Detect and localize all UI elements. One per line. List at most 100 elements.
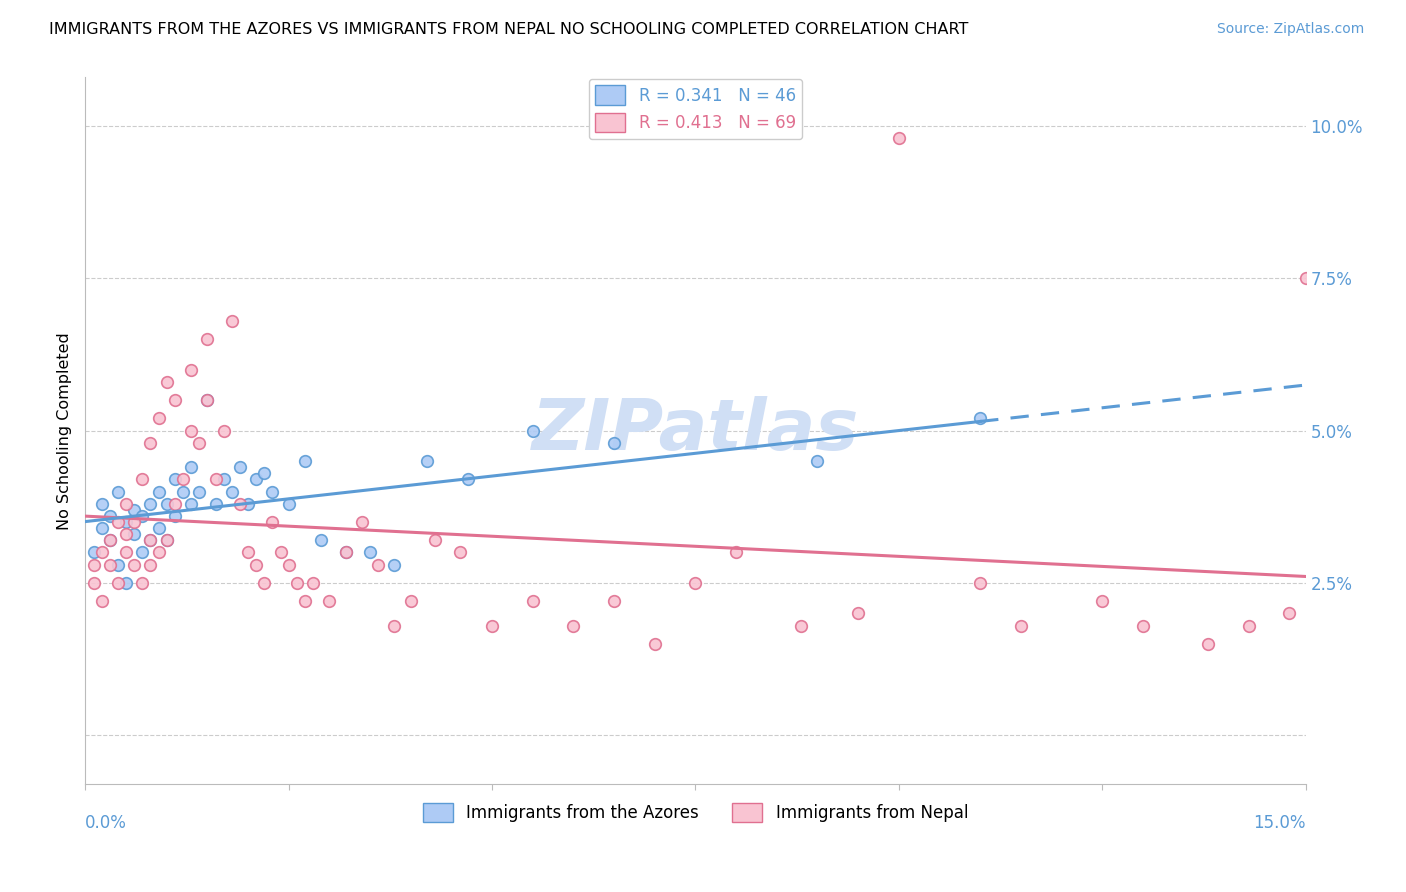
Point [685, 575, 707, 590]
Point [277, 497, 299, 511]
Point [115, 575, 138, 590]
Point [277, 558, 299, 572]
Point [90, 521, 112, 535]
Point [1010, 618, 1032, 632]
Point [148, 411, 170, 425]
Point [969, 411, 991, 425]
Point [180, 424, 202, 438]
Text: Source: ZipAtlas.com: Source: ZipAtlas.com [1216, 22, 1364, 37]
Point [163, 393, 186, 408]
Point [212, 472, 235, 486]
Point [90, 594, 112, 608]
Point [262, 515, 284, 529]
Point [139, 435, 162, 450]
Point [139, 558, 162, 572]
Point [399, 594, 422, 608]
Point [156, 533, 179, 548]
Text: IMMIGRANTS FROM THE AZORES VS IMMIGRANTS FROM NEPAL NO SCHOOLING COMPLETED CORRE: IMMIGRANTS FROM THE AZORES VS IMMIGRANTS… [49, 22, 969, 37]
Point [148, 521, 170, 535]
Point [309, 533, 332, 548]
Point [846, 607, 869, 621]
Point [98, 533, 121, 548]
Point [131, 545, 153, 559]
Point [522, 424, 544, 438]
Point [384, 558, 406, 572]
Point [90, 545, 112, 559]
Legend: Immigrants from the Azores, Immigrants from Nepal: Immigrants from the Azores, Immigrants f… [416, 796, 974, 829]
Point [139, 497, 162, 511]
Point [180, 363, 202, 377]
Point [163, 497, 186, 511]
Point [131, 508, 153, 523]
Point [115, 497, 138, 511]
Y-axis label: No Schooling Completed: No Schooling Completed [58, 332, 72, 530]
Point [148, 545, 170, 559]
Point [603, 594, 626, 608]
Point [335, 545, 357, 559]
Point [180, 460, 202, 475]
Point [98, 533, 121, 548]
Point [131, 575, 153, 590]
Text: 15.0%: 15.0% [1253, 814, 1306, 832]
Point [806, 454, 828, 468]
Point [83, 558, 105, 572]
Point [603, 435, 626, 450]
Text: 0.0%: 0.0% [86, 814, 128, 832]
Point [139, 533, 162, 548]
Point [262, 484, 284, 499]
Point [522, 594, 544, 608]
Point [197, 393, 219, 408]
Point [318, 594, 340, 608]
Point [562, 618, 585, 632]
Point [204, 472, 226, 486]
Point [115, 515, 138, 529]
Point [212, 424, 235, 438]
Point [1295, 271, 1317, 285]
Point [204, 497, 226, 511]
Point [221, 484, 243, 499]
Point [115, 545, 138, 559]
Point [457, 472, 479, 486]
Point [245, 472, 267, 486]
Point [98, 558, 121, 572]
Point [423, 533, 446, 548]
Point [180, 497, 202, 511]
Point [1091, 594, 1114, 608]
Point [335, 545, 357, 559]
Point [294, 594, 316, 608]
Point [107, 558, 129, 572]
Point [90, 497, 112, 511]
Point [122, 527, 145, 541]
Point [302, 575, 325, 590]
Point [416, 454, 439, 468]
Point [236, 545, 259, 559]
Point [644, 637, 666, 651]
Point [229, 460, 252, 475]
Point [253, 467, 276, 481]
Point [122, 503, 145, 517]
Point [294, 454, 316, 468]
Point [1197, 637, 1219, 651]
Point [359, 545, 381, 559]
Point [83, 575, 105, 590]
Point [236, 497, 259, 511]
Point [131, 472, 153, 486]
Point [83, 545, 105, 559]
Point [1278, 607, 1301, 621]
Point [156, 375, 179, 389]
Point [148, 484, 170, 499]
Point [107, 515, 129, 529]
Point [156, 533, 179, 548]
Point [197, 393, 219, 408]
Point [790, 618, 813, 632]
Point [107, 575, 129, 590]
Point [285, 575, 308, 590]
Point [122, 558, 145, 572]
Point [350, 515, 373, 529]
Point [156, 497, 179, 511]
Point [139, 533, 162, 548]
Point [1237, 618, 1260, 632]
Point [188, 484, 211, 499]
Point [367, 558, 389, 572]
Point [98, 508, 121, 523]
